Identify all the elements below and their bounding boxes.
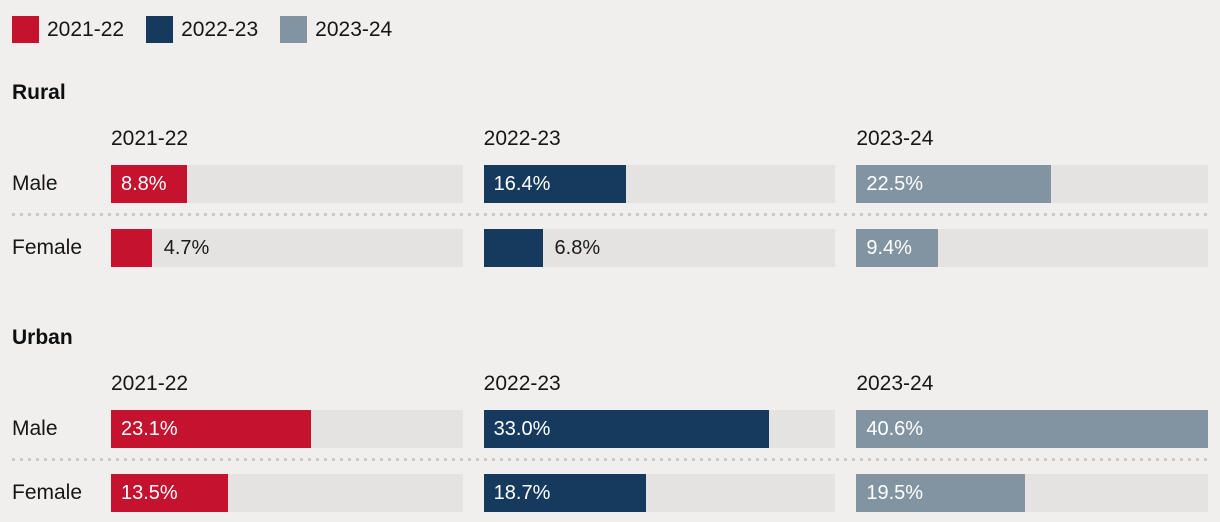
- bar-urban-male-2022-23: 33.0%: [483, 410, 836, 448]
- column-headers-rural: 2021-22 2022-23 2023-24: [12, 127, 1208, 151]
- row-separator: [12, 213, 1208, 216]
- bar-rural-male-2023-24: 22.5%: [856, 165, 1208, 203]
- bar-fill: [111, 229, 152, 267]
- bar-rural-male-2021-22: 8.8%: [111, 165, 463, 203]
- bar-urban-male-2021-22: 23.1%: [111, 410, 463, 448]
- bar-value-label: 18.7%: [493, 482, 551, 504]
- row-separator: [12, 458, 1208, 461]
- section-title-urban: Urban: [12, 326, 73, 349]
- bar-rural-male-2022-23: 16.4%: [483, 165, 836, 203]
- bar-rural-female-2023-24: 9.4%: [856, 229, 1208, 267]
- legend-label: 2023-24: [315, 18, 393, 41]
- bar-fill: [856, 229, 938, 267]
- section-title-rural: Rural: [12, 81, 66, 104]
- bar-urban-male-2023-24: 40.6%: [856, 410, 1208, 448]
- column-header-2022-23: 2022-23: [483, 372, 561, 395]
- bar-value-label: 9.4%: [866, 237, 912, 259]
- column-header-2023-24: 2023-24: [856, 127, 934, 150]
- bar-row-rural-female: Female 4.7% 6.8% 9.4%: [12, 229, 1208, 267]
- bar-rural-female-2021-22: 4.7%: [111, 229, 463, 267]
- header-spacer: [12, 372, 90, 396]
- legend-swatch-2023-24: [280, 16, 308, 43]
- bar-value-label: 6.8%: [554, 237, 601, 259]
- legend-item-2023-24: 2023-24: [280, 16, 392, 43]
- bar-value-label: 8.8%: [121, 173, 167, 195]
- row-label-male: Male: [12, 172, 58, 195]
- row-label-male: Male: [12, 417, 58, 440]
- bar-urban-female-2021-22: 13.5%: [111, 474, 463, 512]
- bar-fill: [111, 410, 312, 448]
- legend: 2021-22 2022-23 2023-24: [12, 16, 1208, 43]
- bar-urban-female-2022-23: 18.7%: [483, 474, 836, 512]
- header-spacer: [12, 127, 90, 151]
- bar-value-label: 16.4%: [493, 173, 551, 195]
- legend-swatch-2022-23: [146, 16, 174, 43]
- bar-value-label: 4.7%: [163, 237, 210, 259]
- legend-item-2021-22: 2021-22: [12, 16, 124, 43]
- column-header-2021-22: 2021-22: [111, 127, 189, 150]
- legend-item-2022-23: 2022-23: [146, 16, 258, 43]
- bar-urban-female-2023-24: 19.5%: [856, 474, 1208, 512]
- bar-value-label: 19.5%: [866, 482, 924, 504]
- bar-fill: [111, 474, 228, 512]
- column-header-2021-22: 2021-22: [111, 372, 189, 395]
- bar-row-urban-female: Female 13.5% 18.7% 19.5%: [12, 474, 1208, 512]
- bar-fill: [856, 410, 1208, 448]
- legend-label: 2022-23: [181, 18, 259, 41]
- bar-fill: [483, 229, 543, 267]
- bar-fill: [111, 165, 188, 203]
- row-label-female: Female: [12, 236, 83, 259]
- bar-value-label: 40.6%: [866, 418, 924, 440]
- bar-fill: [856, 474, 1026, 512]
- bar-value-label: 22.5%: [866, 173, 924, 195]
- bar-fill: [483, 410, 770, 448]
- legend-label: 2021-22: [47, 18, 125, 41]
- bar-row-urban-male: Male 23.1% 33.0% 40.6%: [12, 410, 1208, 448]
- column-headers-urban: 2021-22 2022-23 2023-24: [12, 372, 1208, 396]
- bar-value-label: 23.1%: [121, 418, 178, 440]
- bar-fill: [483, 474, 646, 512]
- section-urban: Urban 2021-22 2022-23 2023-24 Male 23.1%…: [12, 326, 1208, 512]
- row-label-female: Female: [12, 481, 83, 504]
- bar-row-rural-male: Male 8.8% 16.4% 22.5%: [12, 165, 1208, 203]
- legend-swatch-2021-22: [12, 16, 39, 43]
- column-header-2023-24: 2023-24: [856, 372, 934, 395]
- bar-fill: [856, 165, 1052, 203]
- column-header-2022-23: 2022-23: [483, 127, 561, 150]
- bar-fill: [483, 165, 626, 203]
- section-rural: Rural 2021-22 2022-23 2023-24 Male 8.8% …: [12, 81, 1208, 267]
- bar-rural-female-2022-23: 6.8%: [483, 229, 836, 267]
- bar-value-label: 33.0%: [493, 418, 551, 440]
- bar-value-label: 13.5%: [121, 482, 178, 504]
